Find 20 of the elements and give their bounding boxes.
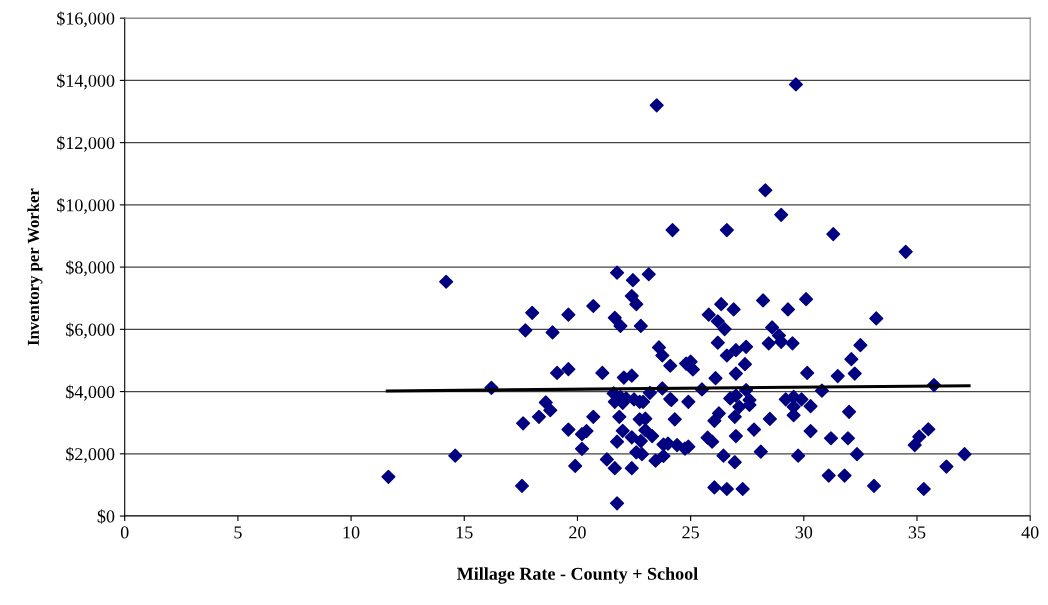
x-tick-label: 30 [795, 526, 813, 539]
x-tick-label: 25 [682, 526, 699, 539]
x-tick-label: 0 [120, 526, 129, 539]
x-tick-label: 20 [569, 526, 586, 539]
x-tick-label: 40 [1021, 526, 1039, 539]
y-tick-label: $0 [97, 509, 115, 524]
x-tick-label: 35 [908, 526, 926, 539]
y-tick-label: $8,000 [66, 260, 115, 277]
x-tick-label: 15 [456, 526, 473, 539]
y-axis-title: Inventory per Worker [27, 188, 43, 346]
y-tick-label: $6,000 [66, 322, 115, 339]
x-axis-title: Millage Rate - County + School [457, 567, 698, 584]
y-tick-label: $2,000 [66, 447, 115, 463]
y-tick-label: $12,000 [57, 135, 115, 152]
y-tick-label: $16,000 [57, 11, 115, 28]
y-tick-label: $14,000 [57, 73, 115, 90]
x-tick-label: 10 [343, 526, 360, 539]
y-tick-label: $10,000 [57, 198, 115, 214]
x-tick-label: 5 [234, 526, 242, 539]
y-tick-label: $4,000 [66, 384, 115, 401]
